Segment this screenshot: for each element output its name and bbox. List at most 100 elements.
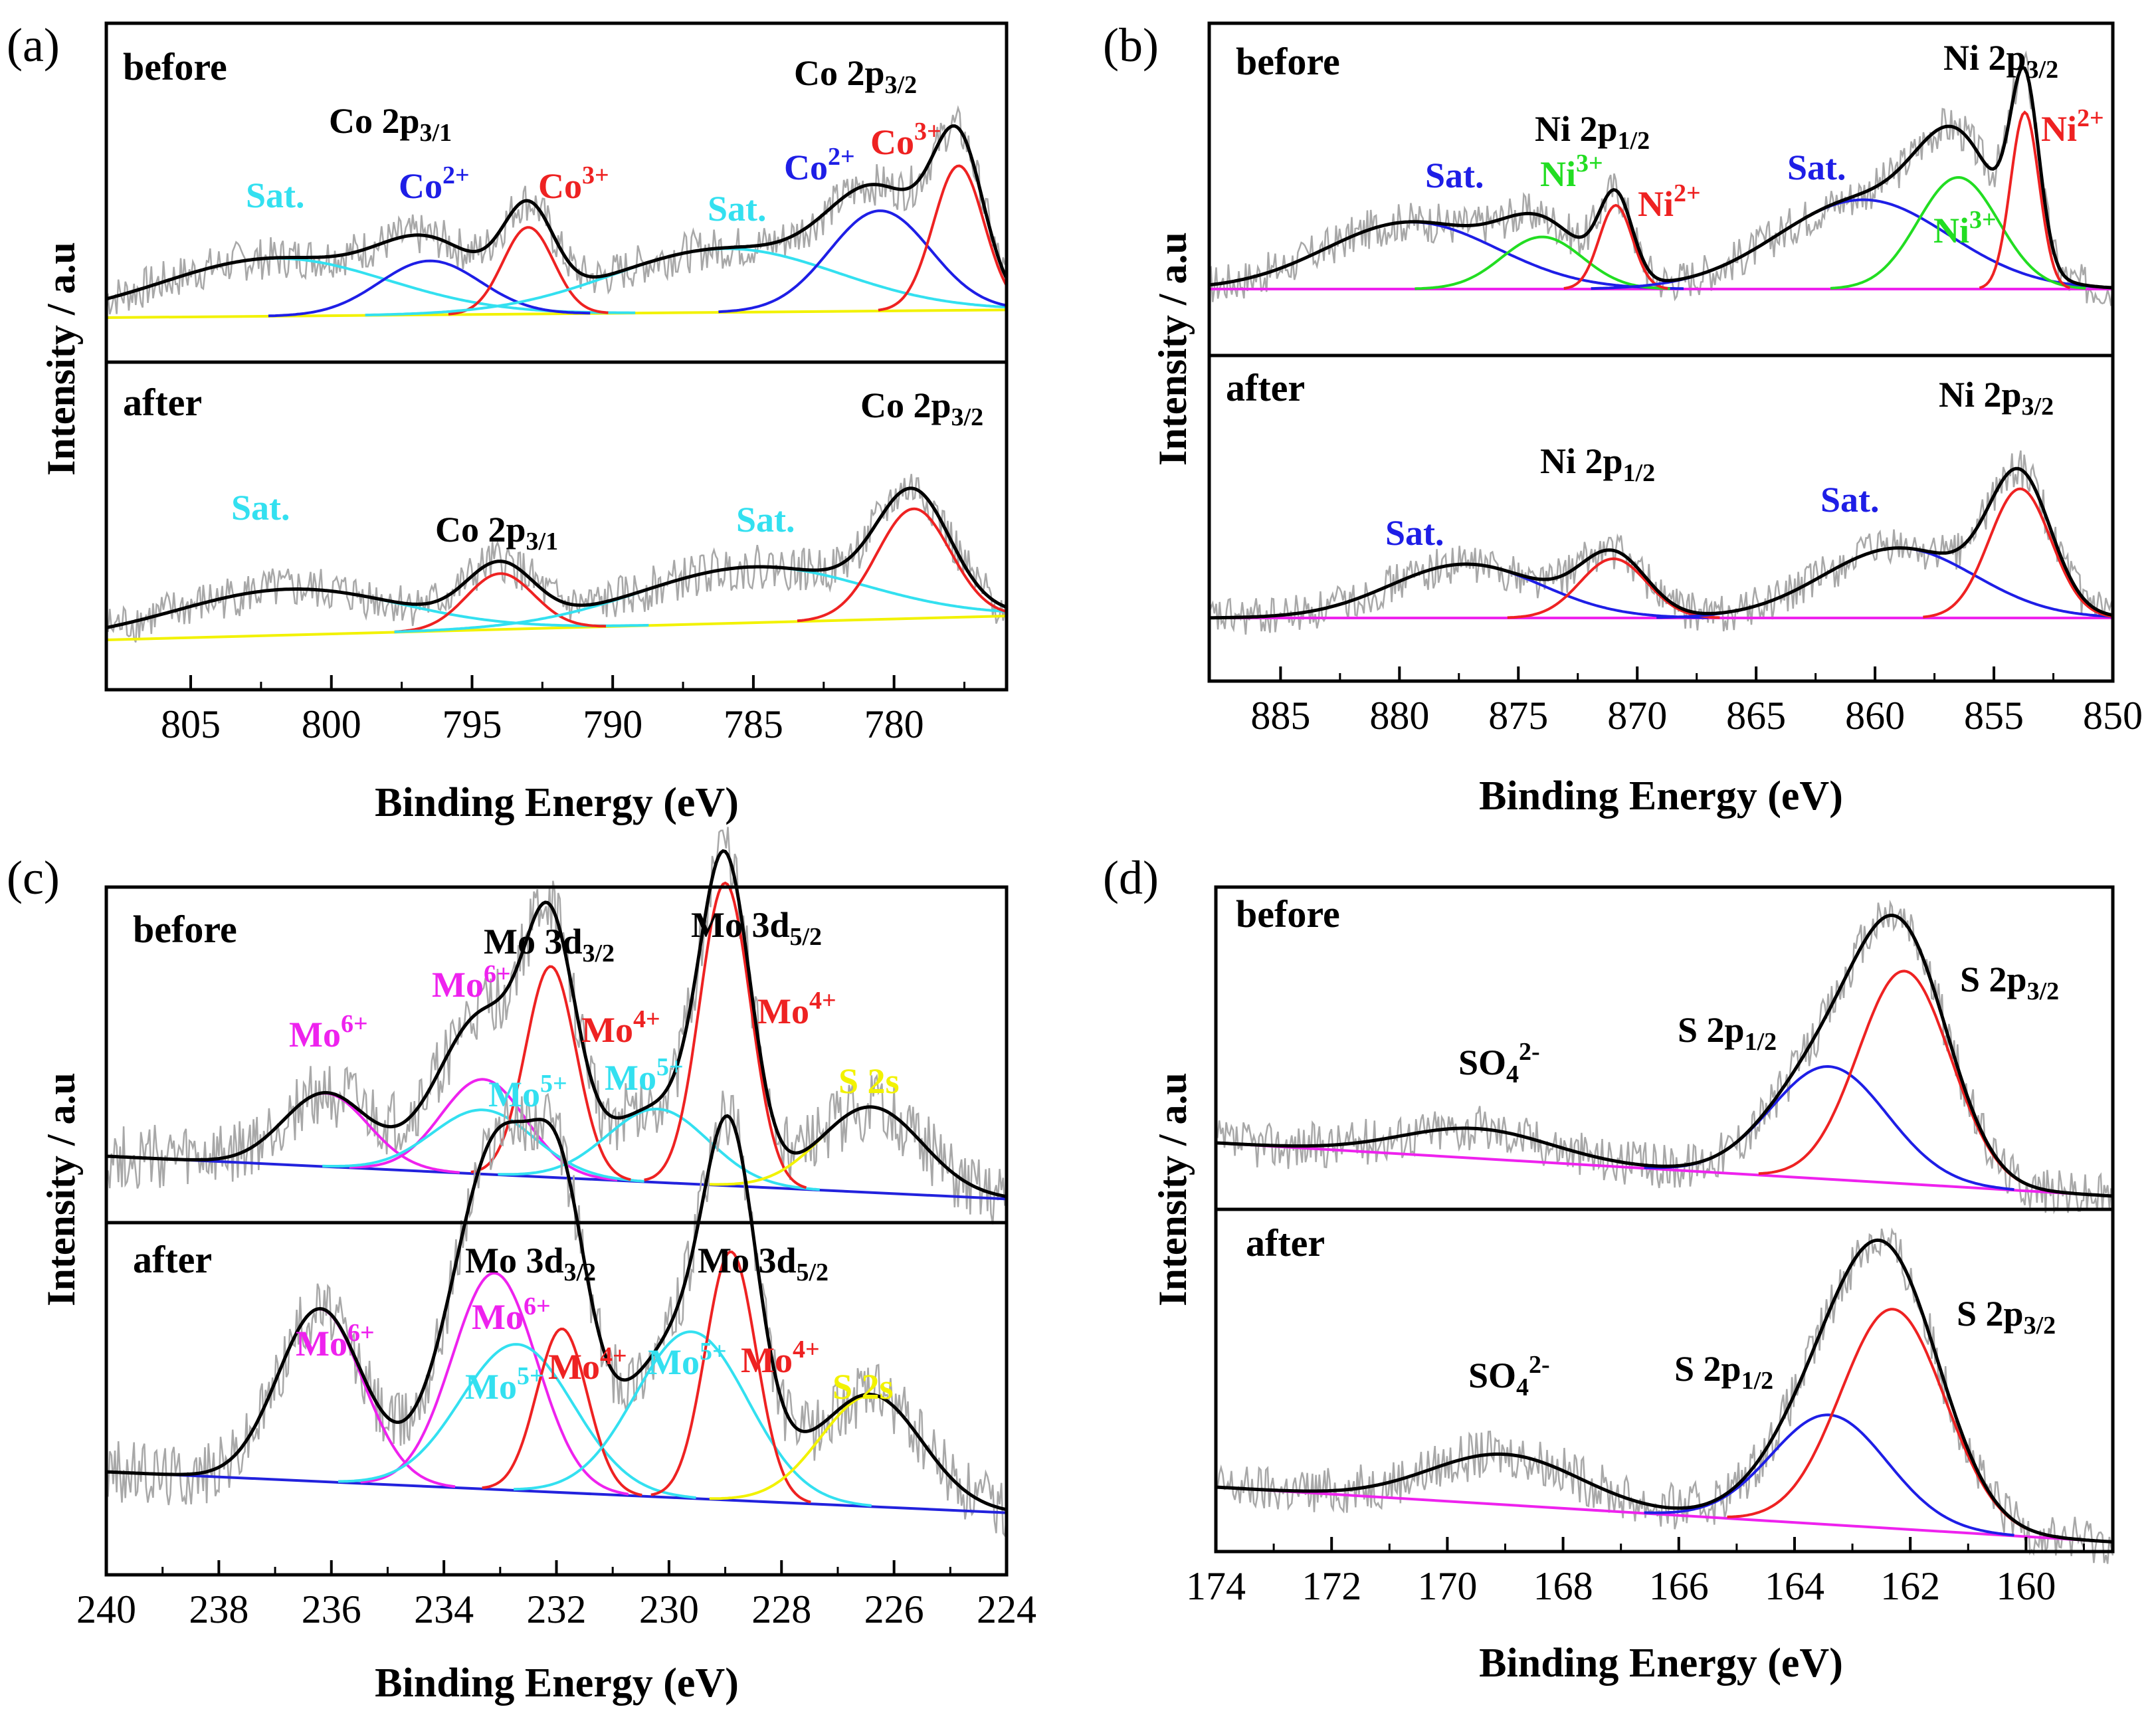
panel-d: (d) Intensity / a.u 174 172 170 168 166 164 16… xyxy=(1103,851,2115,1686)
panel-1-tick-label: 875 xyxy=(1488,694,1548,738)
panel-a-co3b-label: Co3+ xyxy=(870,118,941,162)
panel-1-after-peak-3 xyxy=(1923,487,2113,619)
panel-1-after-peak-2 xyxy=(1656,546,2113,619)
panel-d-before-title: before xyxy=(1236,892,1340,936)
panel-c-after-title: after xyxy=(133,1238,212,1281)
panel-a-sat1-label: Sat. xyxy=(246,175,305,215)
panel-b-ni2p32-label: Ni 2p3/2 xyxy=(1943,38,2058,84)
panel-2-tick-label: 240 xyxy=(76,1587,136,1631)
panel-a-ylabel: Intensity / a.u xyxy=(39,242,83,476)
panel-a-after-co2p32-label: Co 2p3/2 xyxy=(860,385,983,431)
panel-0-before-peak-4 xyxy=(718,209,1007,314)
panel-1-before-envelope xyxy=(1209,65,2113,290)
panel-b-after-sat2-label: Sat. xyxy=(1820,480,1880,520)
panel-2-before-peak-3 xyxy=(470,965,631,1181)
panel-b-letter: (b) xyxy=(1103,19,1159,72)
panel-2-tick-label: 236 xyxy=(302,1587,361,1631)
panel-a-co2p31-label: Co 2p3/1 xyxy=(329,101,452,147)
panel-2-tick-label: 226 xyxy=(864,1587,924,1631)
panel-b-ni2a-label: Ni2+ xyxy=(1638,179,1701,224)
panel-2-after-peak-2 xyxy=(338,1343,696,1499)
panel-2-tick-label: 224 xyxy=(977,1587,1036,1631)
panel-0-tick-label: 800 xyxy=(302,702,361,746)
panel-b-after-title: after xyxy=(1226,366,1305,409)
panel-3-after-envelope xyxy=(1215,1238,2113,1544)
panel-0-before-peak-5 xyxy=(878,164,1008,312)
panel-c: (c) Intensity / a.u 240 238 236 234 232 230 22… xyxy=(7,827,1036,1706)
panel-b-xlabel: Binding Energy (eV) xyxy=(1479,773,1843,819)
panel-0-after-peak-1 xyxy=(394,572,607,633)
panel-0-before-baseline xyxy=(106,308,1007,319)
panel-1-tick-label: 885 xyxy=(1250,694,1310,738)
panel-d-after-so4-label: SO42- xyxy=(1468,1351,1550,1401)
panel-3-frame xyxy=(1214,885,2115,1554)
panel-2-before-peak-2 xyxy=(322,1108,644,1183)
panel-2-after-raw-line xyxy=(105,1090,1008,1538)
panel-0-tick-label: 780 xyxy=(864,702,924,746)
panel-c-after-mo3d52-label: Mo 3d5/2 xyxy=(698,1241,829,1286)
panel-a-after-co2p31-label: Co 2p3/1 xyxy=(435,510,558,556)
panel-3-tick-label: 164 xyxy=(1765,1564,1824,1608)
panel-2-tick-label: 228 xyxy=(751,1587,811,1631)
panel-3-tick-label: 172 xyxy=(1302,1564,1361,1608)
panel-a-co2b-label: Co2+ xyxy=(784,143,855,187)
panel-1-tick-label: 870 xyxy=(1607,694,1667,738)
panel-b-ni3b-label: Ni3+ xyxy=(1933,206,1997,251)
panel-3-after-peak-1 xyxy=(1644,1413,2014,1537)
panel-b-ni3a-label: Ni3+ xyxy=(1540,150,1603,194)
panel-b-ni2p12-label: Ni 2p1/2 xyxy=(1535,109,1650,155)
panel-1-tick-label: 860 xyxy=(1845,694,1905,738)
panel-2-tick-label: 234 xyxy=(414,1587,474,1631)
panel-3-tick-label: 174 xyxy=(1186,1564,1246,1608)
panel-c-after-mo3d32-label: Mo 3d3/2 xyxy=(465,1241,596,1286)
panel-2-after-peak-1 xyxy=(360,1271,629,1496)
panel-d-plot: 174 172 170 168 166 164 162 160 xyxy=(1186,885,2115,1608)
panel-c-after-s2s-label: S 2s xyxy=(833,1367,894,1407)
panel-b-after-ni2p32-label: Ni 2p3/2 xyxy=(1939,375,2054,421)
panel-0-after-baseline xyxy=(106,615,1007,641)
panel-d-after-s2p12-label: S 2p1/2 xyxy=(1674,1349,1773,1395)
panel-a-before-title: before xyxy=(123,45,227,88)
panel-a-after-sat1-label: Sat. xyxy=(231,488,290,528)
panel-2-after-peak-3 xyxy=(482,1327,642,1496)
panel-1-after-peak-1 xyxy=(1507,557,1720,619)
panel-0-after-envelope xyxy=(106,486,1007,630)
panel-c-after-mo5b-label: Mo5+ xyxy=(648,1338,727,1382)
panel-2-before-envelope xyxy=(106,849,1007,1199)
panel-3-tick-label: 170 xyxy=(1417,1564,1477,1608)
panel-0-before-raw-line xyxy=(105,105,1007,315)
panel-3-before-baseline xyxy=(1215,1142,2113,1197)
panel-3-tick-label: 168 xyxy=(1533,1564,1593,1608)
panel-c-before-title: before xyxy=(133,908,237,951)
panel-a-co3a-label: Co3+ xyxy=(538,161,609,206)
panel-0-after-peak-3 xyxy=(797,507,1007,623)
panel-3-before-envelope xyxy=(1215,913,2113,1198)
panel-3-after-baseline xyxy=(1215,1486,2113,1544)
panel-2-before-raw-line xyxy=(106,827,1008,1225)
panel-c-after-mo6b-label: Mo6+ xyxy=(472,1292,551,1337)
panel-b-before-title: before xyxy=(1236,40,1340,83)
panel-a-xlabel: Binding Energy (eV) xyxy=(375,780,739,825)
panel-1-tick-label: 880 xyxy=(1369,694,1429,738)
panel-c-mo6a-label: Mo6+ xyxy=(289,1010,368,1055)
panel-c-mo4b-label: Mo4+ xyxy=(757,987,836,1031)
panel-b-sat1-label: Sat. xyxy=(1425,155,1484,195)
panel-2-after-peak-4 xyxy=(514,1330,872,1507)
panel-c-mo4a-label: Mo4+ xyxy=(581,1005,660,1050)
panel-3-tick-label: 162 xyxy=(1880,1564,1940,1608)
panel-0-tick-label: 790 xyxy=(583,702,642,746)
panel-0-frame xyxy=(104,21,1009,692)
panel-b-plot: 885 880 875 870 865 860 855 850 xyxy=(1207,21,2143,738)
panel-d-letter: (d) xyxy=(1103,851,1159,904)
panel-2-after-peak-5 xyxy=(650,1250,811,1504)
panel-c-after-mo4a-label: Mo4+ xyxy=(548,1342,627,1387)
panel-0-before-peak-1 xyxy=(268,259,591,318)
panel-a-after-sat2-label: Sat. xyxy=(736,500,795,540)
panel-d-s2p12-label: S 2p1/2 xyxy=(1678,1010,1777,1056)
panel-b: (b) Intensity / a.u 885 880 875 870 865 860 85… xyxy=(1103,19,2143,819)
panel-0-tick-label: 785 xyxy=(724,702,783,746)
panel-0-tick-label: 805 xyxy=(161,702,221,746)
panel-3-tick-label: 160 xyxy=(1996,1564,2056,1608)
panel-c-after-mo5a-label: Mo5+ xyxy=(465,1362,544,1407)
